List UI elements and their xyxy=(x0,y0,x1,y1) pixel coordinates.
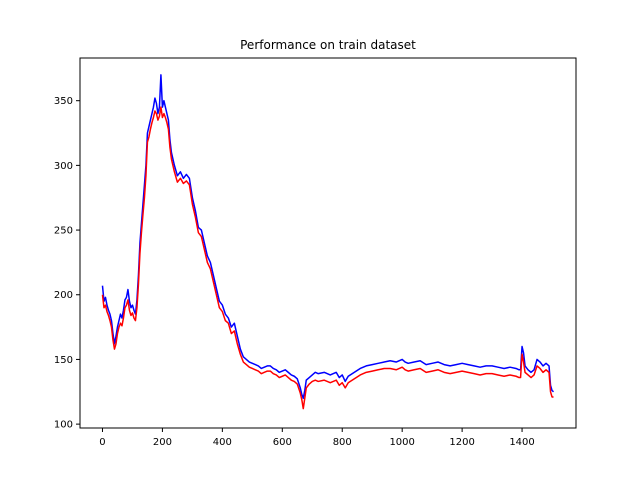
x-axis: 0 200 400 600 800 1000 1200 1400 xyxy=(99,428,535,448)
x-tick-label: 1200 xyxy=(449,437,474,448)
plot-frame xyxy=(79,57,577,429)
series-line-1 xyxy=(101,106,554,410)
plot-area xyxy=(101,74,555,410)
x-tick-label: 1000 xyxy=(389,437,414,448)
y-tick-label: 200 xyxy=(54,290,73,301)
x-tick-label: 0 xyxy=(99,437,105,448)
y-axis: 100 150 200 250 300 350 xyxy=(54,96,80,431)
series-line-0 xyxy=(101,74,555,399)
x-tick-label: 1400 xyxy=(509,437,534,448)
x-tick-label: 400 xyxy=(213,437,232,448)
chart-title: Performance on train dataset xyxy=(240,38,416,52)
x-tick-label: 600 xyxy=(273,437,292,448)
y-tick-label: 350 xyxy=(54,96,73,107)
y-tick-label: 150 xyxy=(54,355,73,366)
y-tick-label: 250 xyxy=(54,226,73,237)
x-tick-label: 200 xyxy=(153,437,172,448)
y-tick-label: 100 xyxy=(54,420,73,431)
x-tick-label: 800 xyxy=(333,437,352,448)
y-tick-label: 300 xyxy=(54,161,73,172)
